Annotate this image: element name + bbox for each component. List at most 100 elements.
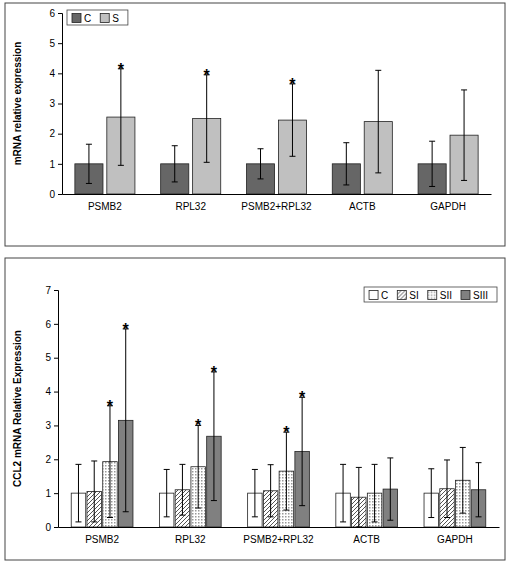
error-bar bbox=[107, 406, 113, 518]
tick-label: 2 bbox=[45, 454, 51, 465]
legend-items: CS bbox=[72, 13, 119, 24]
error-bar bbox=[340, 464, 346, 522]
tick-label: 1 bbox=[45, 488, 51, 499]
tick-label: 7 bbox=[45, 285, 51, 296]
tick: 2 bbox=[45, 454, 58, 465]
error-bar bbox=[91, 461, 97, 522]
error-bar bbox=[204, 75, 210, 162]
legend-label: C bbox=[84, 13, 91, 24]
tick: PSMB2 bbox=[85, 527, 119, 545]
tick-label: 3 bbox=[49, 98, 55, 109]
tick-mark bbox=[54, 324, 58, 325]
tick-mark bbox=[58, 194, 62, 195]
tick-mark bbox=[54, 493, 58, 494]
tick-label: 4 bbox=[45, 386, 51, 397]
legend-swatch bbox=[461, 291, 470, 300]
legend-label: SI bbox=[409, 290, 418, 301]
tick: 5 bbox=[49, 38, 62, 49]
error-bar bbox=[299, 397, 305, 505]
error-bar bbox=[268, 465, 274, 517]
error-bar bbox=[258, 149, 264, 179]
legend-item: C bbox=[72, 13, 91, 24]
tick-label: 5 bbox=[45, 352, 51, 363]
error-bar bbox=[164, 469, 170, 516]
tick: PSMB2 bbox=[88, 194, 122, 212]
error-bar bbox=[283, 432, 289, 510]
category-label: PSMB2+RPL32 bbox=[243, 534, 314, 545]
annotation: * bbox=[118, 61, 125, 78]
tick: 0 bbox=[45, 522, 58, 533]
legend-box bbox=[364, 287, 497, 302]
error-bar bbox=[343, 143, 349, 185]
annotation: * bbox=[204, 67, 211, 84]
tick: 4 bbox=[49, 68, 62, 79]
x-axis: PSMB2RPL32PSMB2+RPL32ACTBGAPDH bbox=[63, 194, 492, 212]
tick: RPL32 bbox=[175, 527, 206, 545]
annotation: * bbox=[195, 417, 202, 434]
annotation: * bbox=[123, 321, 130, 338]
tick-mark bbox=[58, 104, 62, 105]
error-bar bbox=[172, 146, 178, 182]
tick: GAPDH bbox=[430, 194, 466, 212]
error-bar bbox=[252, 469, 258, 516]
error-bar bbox=[86, 144, 92, 183]
error-bar bbox=[123, 329, 129, 512]
legend-label: SIII bbox=[473, 290, 488, 301]
tick: ACTB bbox=[353, 527, 380, 545]
chart-panel: 01234567PSMB2RPL32PSMB2+RPL32ACTBGAPDHCC… bbox=[5, 258, 505, 560]
x-axis: PSMB2 RPL32 PSMB2+RPL32 ACTB GAPDH bbox=[59, 527, 500, 545]
legend-label: SII bbox=[440, 290, 452, 301]
tick: 5 bbox=[45, 352, 58, 363]
tick-label: 6 bbox=[45, 319, 51, 330]
legend-item: SIII bbox=[461, 290, 488, 301]
error-bars bbox=[75, 464, 434, 522]
category-label: PSMB2 bbox=[88, 201, 122, 212]
tick-mark bbox=[58, 73, 62, 74]
tick-mark bbox=[58, 13, 62, 14]
legend-swatch bbox=[100, 14, 109, 23]
legend-label: S bbox=[112, 13, 119, 24]
error-bar bbox=[372, 464, 378, 522]
tick-label: 0 bbox=[45, 522, 51, 533]
legend-label: C bbox=[381, 290, 388, 301]
tick-label: 1 bbox=[49, 159, 55, 170]
error-bar bbox=[428, 469, 434, 518]
error-bar bbox=[375, 70, 381, 173]
legend-item: S bbox=[100, 13, 119, 24]
y-axis: 0 1 2 3 4 5 6 7 bbox=[45, 285, 58, 533]
panel-frame bbox=[5, 3, 505, 246]
legend-item: SI bbox=[397, 290, 418, 301]
axis-line bbox=[59, 527, 500, 528]
error-bar bbox=[179, 464, 185, 515]
axis-line bbox=[63, 194, 492, 195]
category-label: RPL32 bbox=[175, 534, 206, 545]
error-bar bbox=[356, 467, 362, 527]
tick: 1 bbox=[45, 488, 58, 499]
tick-mark bbox=[58, 134, 62, 135]
legend-item: C bbox=[369, 290, 388, 301]
legend-swatch bbox=[428, 291, 437, 300]
tick-label: 5 bbox=[49, 38, 55, 49]
tick-label: 4 bbox=[49, 68, 55, 79]
tick: 1 bbox=[49, 159, 62, 170]
tick: 4 bbox=[45, 386, 58, 397]
tick: 2 bbox=[49, 128, 62, 139]
legend: CS bbox=[67, 10, 128, 25]
legend-swatch bbox=[369, 291, 378, 300]
plot-area bbox=[75, 69, 478, 194]
annotation: * bbox=[283, 424, 290, 441]
annotation: * bbox=[289, 76, 296, 93]
tick: PSMB2+RPL32 bbox=[243, 527, 314, 545]
tick: 3 bbox=[49, 98, 62, 109]
tick-mark bbox=[54, 459, 58, 460]
error-bar bbox=[444, 460, 450, 518]
tick-mark bbox=[54, 392, 58, 393]
category-label: PSMB2+RPL32 bbox=[241, 201, 312, 212]
category-label: GAPDH bbox=[437, 534, 473, 545]
legend-swatch bbox=[72, 14, 81, 23]
tick: 7 bbox=[45, 285, 58, 296]
tick: 3 bbox=[45, 420, 58, 431]
error-bar bbox=[195, 425, 201, 508]
tick: ACTB bbox=[349, 194, 376, 212]
tick-mark bbox=[54, 527, 58, 528]
